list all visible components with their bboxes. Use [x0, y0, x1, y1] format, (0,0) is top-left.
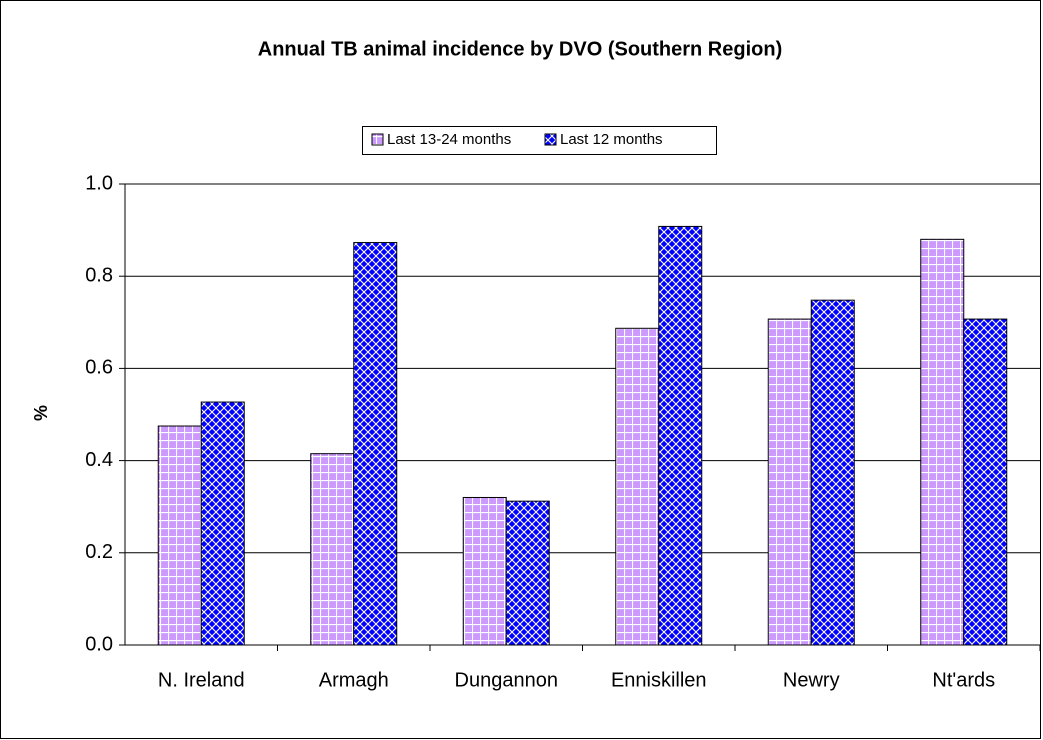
bar [157, 425, 202, 646]
x-tick-label: Enniskillen [611, 669, 707, 691]
legend-label: Last 12 months [560, 131, 663, 148]
y-axis-label: % [31, 405, 51, 421]
bar [462, 496, 507, 646]
x-tick-label: Armagh [319, 669, 389, 691]
y-tick-label: 0.4 [85, 449, 113, 471]
y-tick-label: 0.2 [85, 541, 113, 563]
x-tick-label: N. Ireland [158, 669, 245, 691]
bar [963, 318, 1008, 646]
bar [920, 238, 965, 646]
y-tick-label: 0.6 [85, 357, 113, 379]
bar [310, 453, 355, 646]
legend [362, 126, 717, 155]
legend-label: Last 13-24 months [387, 131, 511, 148]
x-tick-label: Nt'ards [932, 669, 995, 691]
bar [505, 500, 550, 646]
bar [200, 401, 245, 646]
legend-swatch [371, 133, 384, 146]
bar [767, 318, 812, 646]
y-tick-label: 0.8 [85, 264, 113, 286]
bar [658, 225, 703, 646]
legend-swatch [544, 133, 557, 146]
y-tick-label: 0.0 [85, 633, 113, 655]
x-tick-label: Newry [783, 669, 840, 691]
bar [353, 242, 398, 646]
x-tick-label: Dungannon [455, 669, 558, 691]
bar [615, 327, 660, 646]
y-tick-label: 1.0 [85, 172, 113, 194]
chart-title: Annual TB animal incidence by DVO (South… [258, 38, 783, 60]
bar [810, 299, 855, 646]
